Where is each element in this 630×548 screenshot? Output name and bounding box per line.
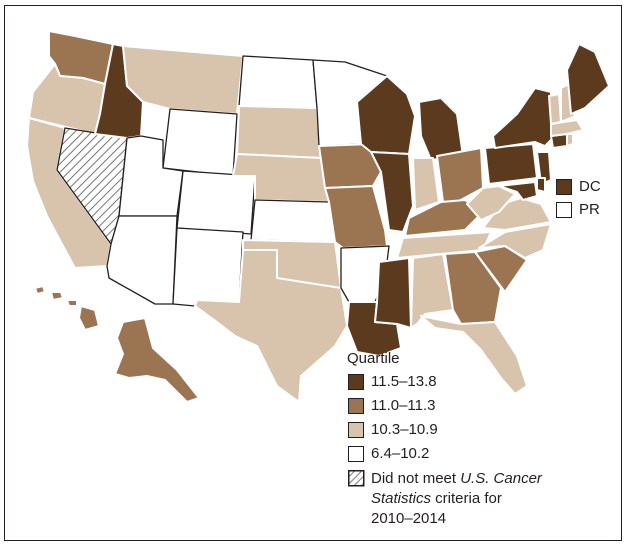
not-met-line2-italic: Statistics: [371, 490, 432, 507]
us-choropleth-map: [26, 30, 610, 403]
state-ND: [238, 55, 318, 109]
legend-swatch-q3: [348, 422, 364, 438]
state-NM: [172, 227, 244, 307]
not-met-line1-pre: Did not meet: [371, 470, 461, 487]
state-VT: [548, 93, 562, 125]
legend-title: Quartile: [347, 350, 400, 367]
state-WY: [162, 108, 238, 177]
not-met-line3: 2010–2014: [371, 510, 447, 527]
state-OH: [436, 147, 484, 203]
state-MA: [550, 119, 584, 137]
state-MI: [418, 97, 464, 161]
state-TX: [194, 249, 348, 403]
state-PA: [484, 143, 538, 185]
state-AK: [114, 317, 200, 403]
state-AZ: [106, 215, 178, 305]
state-KS: [250, 199, 336, 243]
state-ME: [566, 43, 610, 115]
state-CO: [176, 170, 256, 235]
state-RI: [566, 133, 574, 147]
legend-label-not-met: Did not meet U.S. Cancer Statistics crit…: [371, 469, 542, 529]
state-WV: [466, 185, 516, 221]
state-MS: [374, 257, 412, 329]
state-HI-2: [50, 291, 64, 301]
state-HI-1: [34, 285, 46, 295]
legend-swatch-not-met: [348, 470, 365, 487]
legend-swatch-q2: [348, 398, 364, 414]
figure-frame: DC PR Quartile 11.5–13.8 11.0–11.3 10.3–…: [4, 5, 622, 541]
state-AL: [410, 253, 454, 329]
state-DE: [536, 177, 546, 193]
state-NC: [478, 223, 552, 259]
state-MD: [498, 181, 538, 201]
not-met-line1-italic: U.S. Cancer: [460, 470, 542, 487]
pr-swatch: [556, 202, 572, 218]
pr-label: PR: [579, 201, 600, 218]
dc-swatch: [556, 179, 572, 195]
state-SC: [474, 245, 528, 293]
legend-swatch-q4: [348, 446, 364, 462]
state-SD: [236, 105, 322, 159]
state-NY: [492, 87, 554, 149]
state-IL: [370, 151, 414, 233]
legend-label-q2: 11.0–11.3: [371, 397, 436, 414]
state-IN: [412, 157, 440, 211]
not-met-line2-post: criteria for: [431, 490, 502, 507]
legend-label-q4: 6.4–10.2: [371, 445, 430, 462]
state-HI-4: [78, 305, 100, 331]
state-FL: [420, 315, 528, 395]
legend-swatch-q1: [348, 374, 364, 390]
legend-label-q1: 11.5–13.8: [371, 373, 437, 390]
state-MO: [324, 185, 388, 249]
dc-label: DC: [579, 178, 601, 195]
state-HI-3: [66, 299, 78, 307]
state-WI: [356, 75, 416, 155]
legend-label-q3: 10.3–10.9: [371, 421, 438, 438]
state-NJ: [536, 151, 552, 185]
